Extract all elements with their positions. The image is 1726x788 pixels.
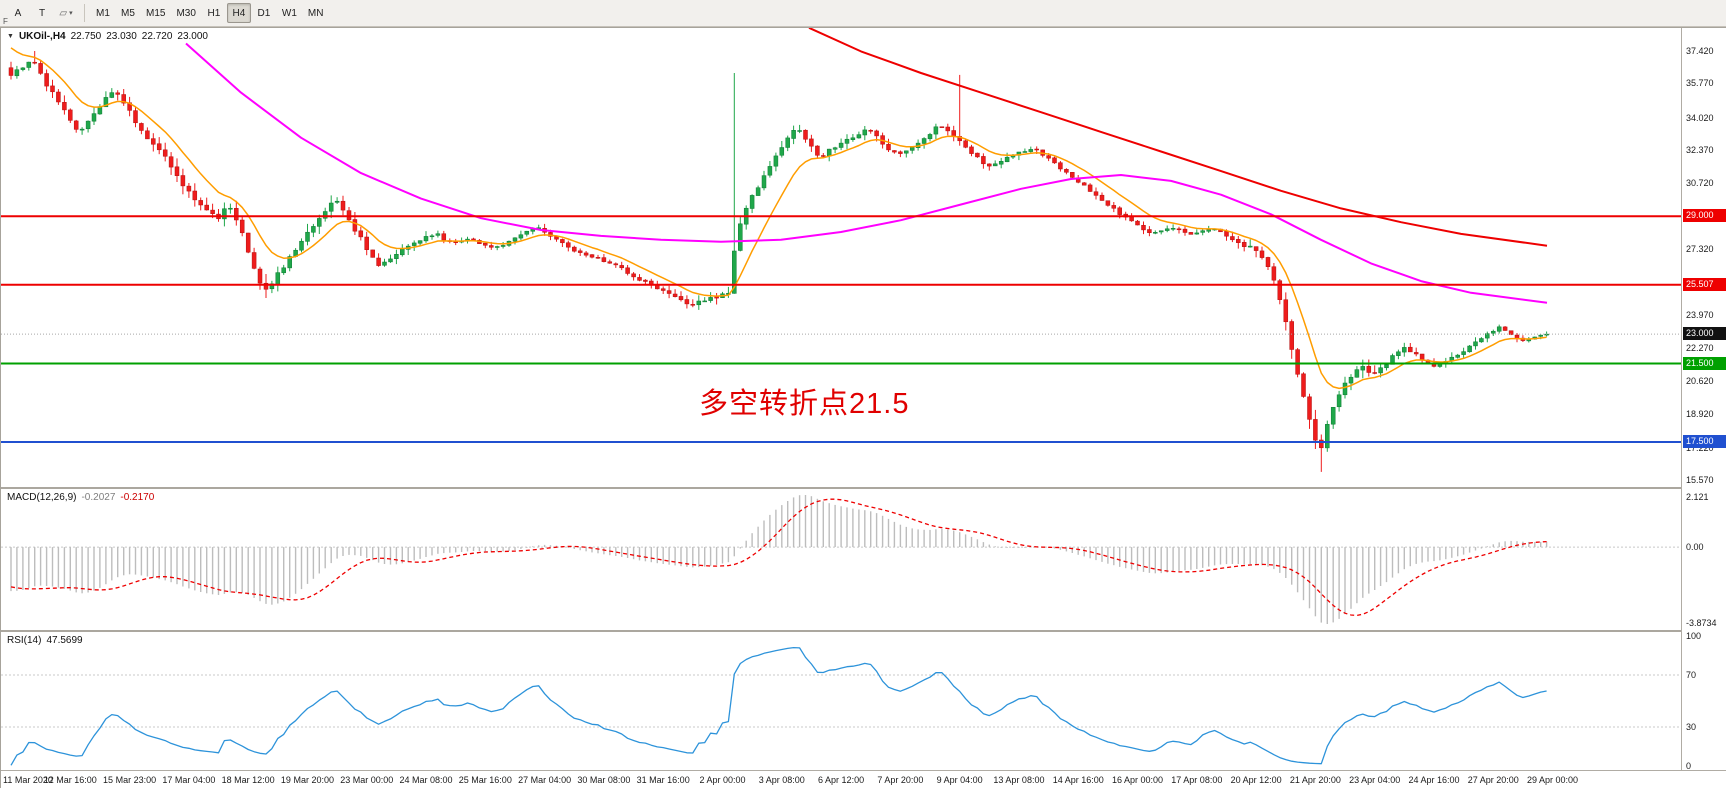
chart-text-annotation[interactable]: 多空转折点21.5 (699, 388, 910, 420)
toolbar-f-label: F (3, 17, 8, 26)
price-axis-label: 20.620 (1686, 375, 1714, 386)
top-toolbar: A T ▱ ▾ M1 M5 M15 M30 H1 H4 D1 W1 MN F (0, 0, 1726, 27)
price-axis-label: 34.020 (1686, 112, 1714, 123)
time-axis-label: 2 Apr 00:00 (699, 775, 746, 785)
time-axis-label: 30 Mar 08:00 (577, 775, 631, 785)
timeframe-button-mn[interactable]: MN (303, 3, 329, 23)
time-axis-label: 15 Mar 23:00 (103, 775, 157, 785)
price-axis-label: 30.720 (1686, 177, 1714, 188)
time-axis-label: 19 Mar 20:00 (280, 775, 334, 785)
ohlc-close: 23.000 (177, 31, 208, 42)
time-axis-label: 21 Apr 20:00 (1289, 775, 1341, 785)
time-axis-label: 31 Mar 16:00 (636, 775, 690, 785)
chart-menu-icon[interactable]: ▼ (7, 33, 14, 40)
price-level-badge: 29.000 (1683, 209, 1726, 223)
rsi-axis-label: 30 (1686, 722, 1697, 732)
time-axis-label: 14 Apr 16:00 (1052, 775, 1104, 785)
time-axis-label: 13 Apr 08:00 (993, 775, 1045, 785)
candlestick-plot[interactable] (1, 28, 1681, 487)
macd-main-value: -0.2027 (81, 492, 116, 503)
chart-title: ▼ UKOil-,H4 22.750 23.030 22.720 23.000 (7, 31, 208, 42)
time-axis-label: 9 Apr 04:00 (936, 775, 983, 785)
time-axis-label: 24 Mar 08:00 (399, 775, 453, 785)
chevron-down-icon: ▾ (69, 10, 73, 17)
time-axis-label: 25 Mar 16:00 (458, 775, 512, 785)
rsi-pane[interactable]: RSI(14) 47.5699 (1, 632, 1681, 770)
price-axis-label: 18.920 (1686, 409, 1714, 420)
time-axis-label: 17 Apr 08:00 (1171, 775, 1223, 785)
price-level-badge: 17.500 (1683, 435, 1726, 449)
timeframe-toolbar: M1 M5 M15 M30 H1 H4 D1 W1 MN (91, 3, 328, 23)
time-axis-label: 23 Mar 00:00 (340, 775, 394, 785)
rsi-axis-label: 100 (1686, 631, 1702, 641)
ohlc-high: 23.030 (106, 31, 137, 42)
time-axis-label: 3 Apr 08:00 (758, 775, 805, 785)
price-axis-label: 32.370 (1686, 145, 1714, 156)
time-axis-label: 29 Apr 00:00 (1527, 775, 1579, 785)
chart-window: ▼ UKOil-,H4 22.750 23.030 22.720 23.000 … (0, 27, 1726, 788)
price-level-badge: 21.500 (1683, 356, 1726, 370)
macd-signal-value: -0.2170 (120, 492, 155, 503)
rsi-value: 47.5699 (46, 635, 83, 646)
time-axis-label: 23 Apr 04:00 (1349, 775, 1401, 785)
rsi-label: RSI(14) (7, 635, 42, 646)
rsi-indicator-label: RSI(14) 47.5699 (7, 635, 83, 646)
timeframe-button-m30[interactable]: M30 (171, 3, 200, 23)
macd-indicator-label: MACD(12,26,9) -0.2027 -0.2170 (7, 492, 154, 503)
price-axis-label: 23.970 (1686, 310, 1714, 321)
pane-separator[interactable] (1, 630, 1726, 632)
rsi-axis-label: 0 (1686, 761, 1692, 771)
price-axis-label: 22.270 (1686, 343, 1714, 354)
rsi-plot[interactable] (1, 632, 1681, 770)
time-axis-label: 7 Apr 20:00 (877, 775, 924, 785)
pane-separator[interactable] (1, 487, 1726, 489)
shapes-icon: ▱ (59, 7, 68, 19)
price-level-badge: 25.507 (1683, 277, 1726, 291)
timeframe-button-h1[interactable]: H1 (202, 3, 226, 23)
time-axis-label: 16 Apr 00:00 (1111, 775, 1164, 785)
chart-symbol-label: UKOil-,H4 (18, 31, 66, 42)
ohlc-open: 22.750 (70, 31, 102, 42)
macd-label: MACD(12,26,9) (7, 492, 77, 503)
timeframe-button-m5[interactable]: M5 (116, 3, 140, 23)
macd-axis-label: 0.00 (1686, 542, 1704, 553)
macd-plot[interactable] (1, 489, 1681, 630)
time-axis-label: 11 Mar 2020 (3, 775, 53, 785)
timeframe-button-m15[interactable]: M15 (141, 3, 170, 23)
time-axis-label: 18 Mar 12:00 (221, 775, 275, 785)
price-axis-label: 35.770 (1686, 78, 1714, 89)
macd-axis-label: 2.121 (1686, 492, 1709, 502)
price-level-badge: 23.000 (1683, 327, 1726, 341)
time-axis-label: 12 Mar 16:00 (43, 775, 97, 785)
timeframe-button-d1[interactable]: D1 (252, 3, 276, 23)
price-axis-label: 27.320 (1686, 244, 1714, 255)
time-axis-label: 17 Mar 04:00 (162, 775, 216, 785)
text-tool-button[interactable]: T (30, 3, 54, 23)
price-axis-label: 37.420 (1686, 45, 1714, 56)
timeframe-button-h4[interactable]: H4 (226, 3, 251, 23)
toolbar-separator (84, 4, 85, 22)
rsi-axis-label: 70 (1686, 670, 1697, 680)
time-axis-label: 27 Mar 04:00 (518, 775, 572, 785)
time-axis-label: 20 Apr 12:00 (1230, 775, 1282, 785)
annotation-tool-button[interactable]: A (6, 3, 30, 23)
ohlc-low: 22.720 (141, 31, 173, 42)
timeframe-button-m1[interactable]: M1 (91, 3, 115, 23)
macd-axis-label: -3.8734 (1686, 618, 1717, 628)
time-axis-label: 24 Apr 16:00 (1408, 775, 1460, 785)
time-axis-label: 6 Apr 12:00 (818, 775, 865, 785)
timeframe-button-w1[interactable]: W1 (277, 3, 302, 23)
price-pane[interactable]: ▼ UKOil-,H4 22.750 23.030 22.720 23.000 … (1, 28, 1681, 487)
shapes-tool-button[interactable]: ▱ ▾ (54, 3, 78, 23)
time-axis-label: 27 Apr 20:00 (1467, 775, 1519, 785)
macd-pane[interactable]: MACD(12,26,9) -0.2027 -0.2170 (1, 489, 1681, 630)
price-axis[interactable]: 37.420 35.770 34.020 32.370 30.720 27.320 23.9… (1681, 28, 1726, 771)
price-axis-label: 15.570 (1686, 474, 1714, 485)
time-axis[interactable]: 11 Mar 2020 12 Mar 16:00 15 Mar 23:00 17 Ma… (1, 770, 1726, 788)
